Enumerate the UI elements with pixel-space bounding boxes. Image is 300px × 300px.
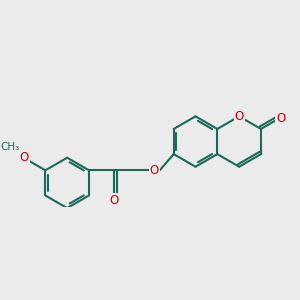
Text: O: O <box>110 194 119 207</box>
Text: O: O <box>19 151 28 164</box>
Text: O: O <box>235 110 244 123</box>
Text: CH₃: CH₃ <box>0 142 20 152</box>
Text: O: O <box>276 112 286 125</box>
Text: O: O <box>150 164 159 177</box>
